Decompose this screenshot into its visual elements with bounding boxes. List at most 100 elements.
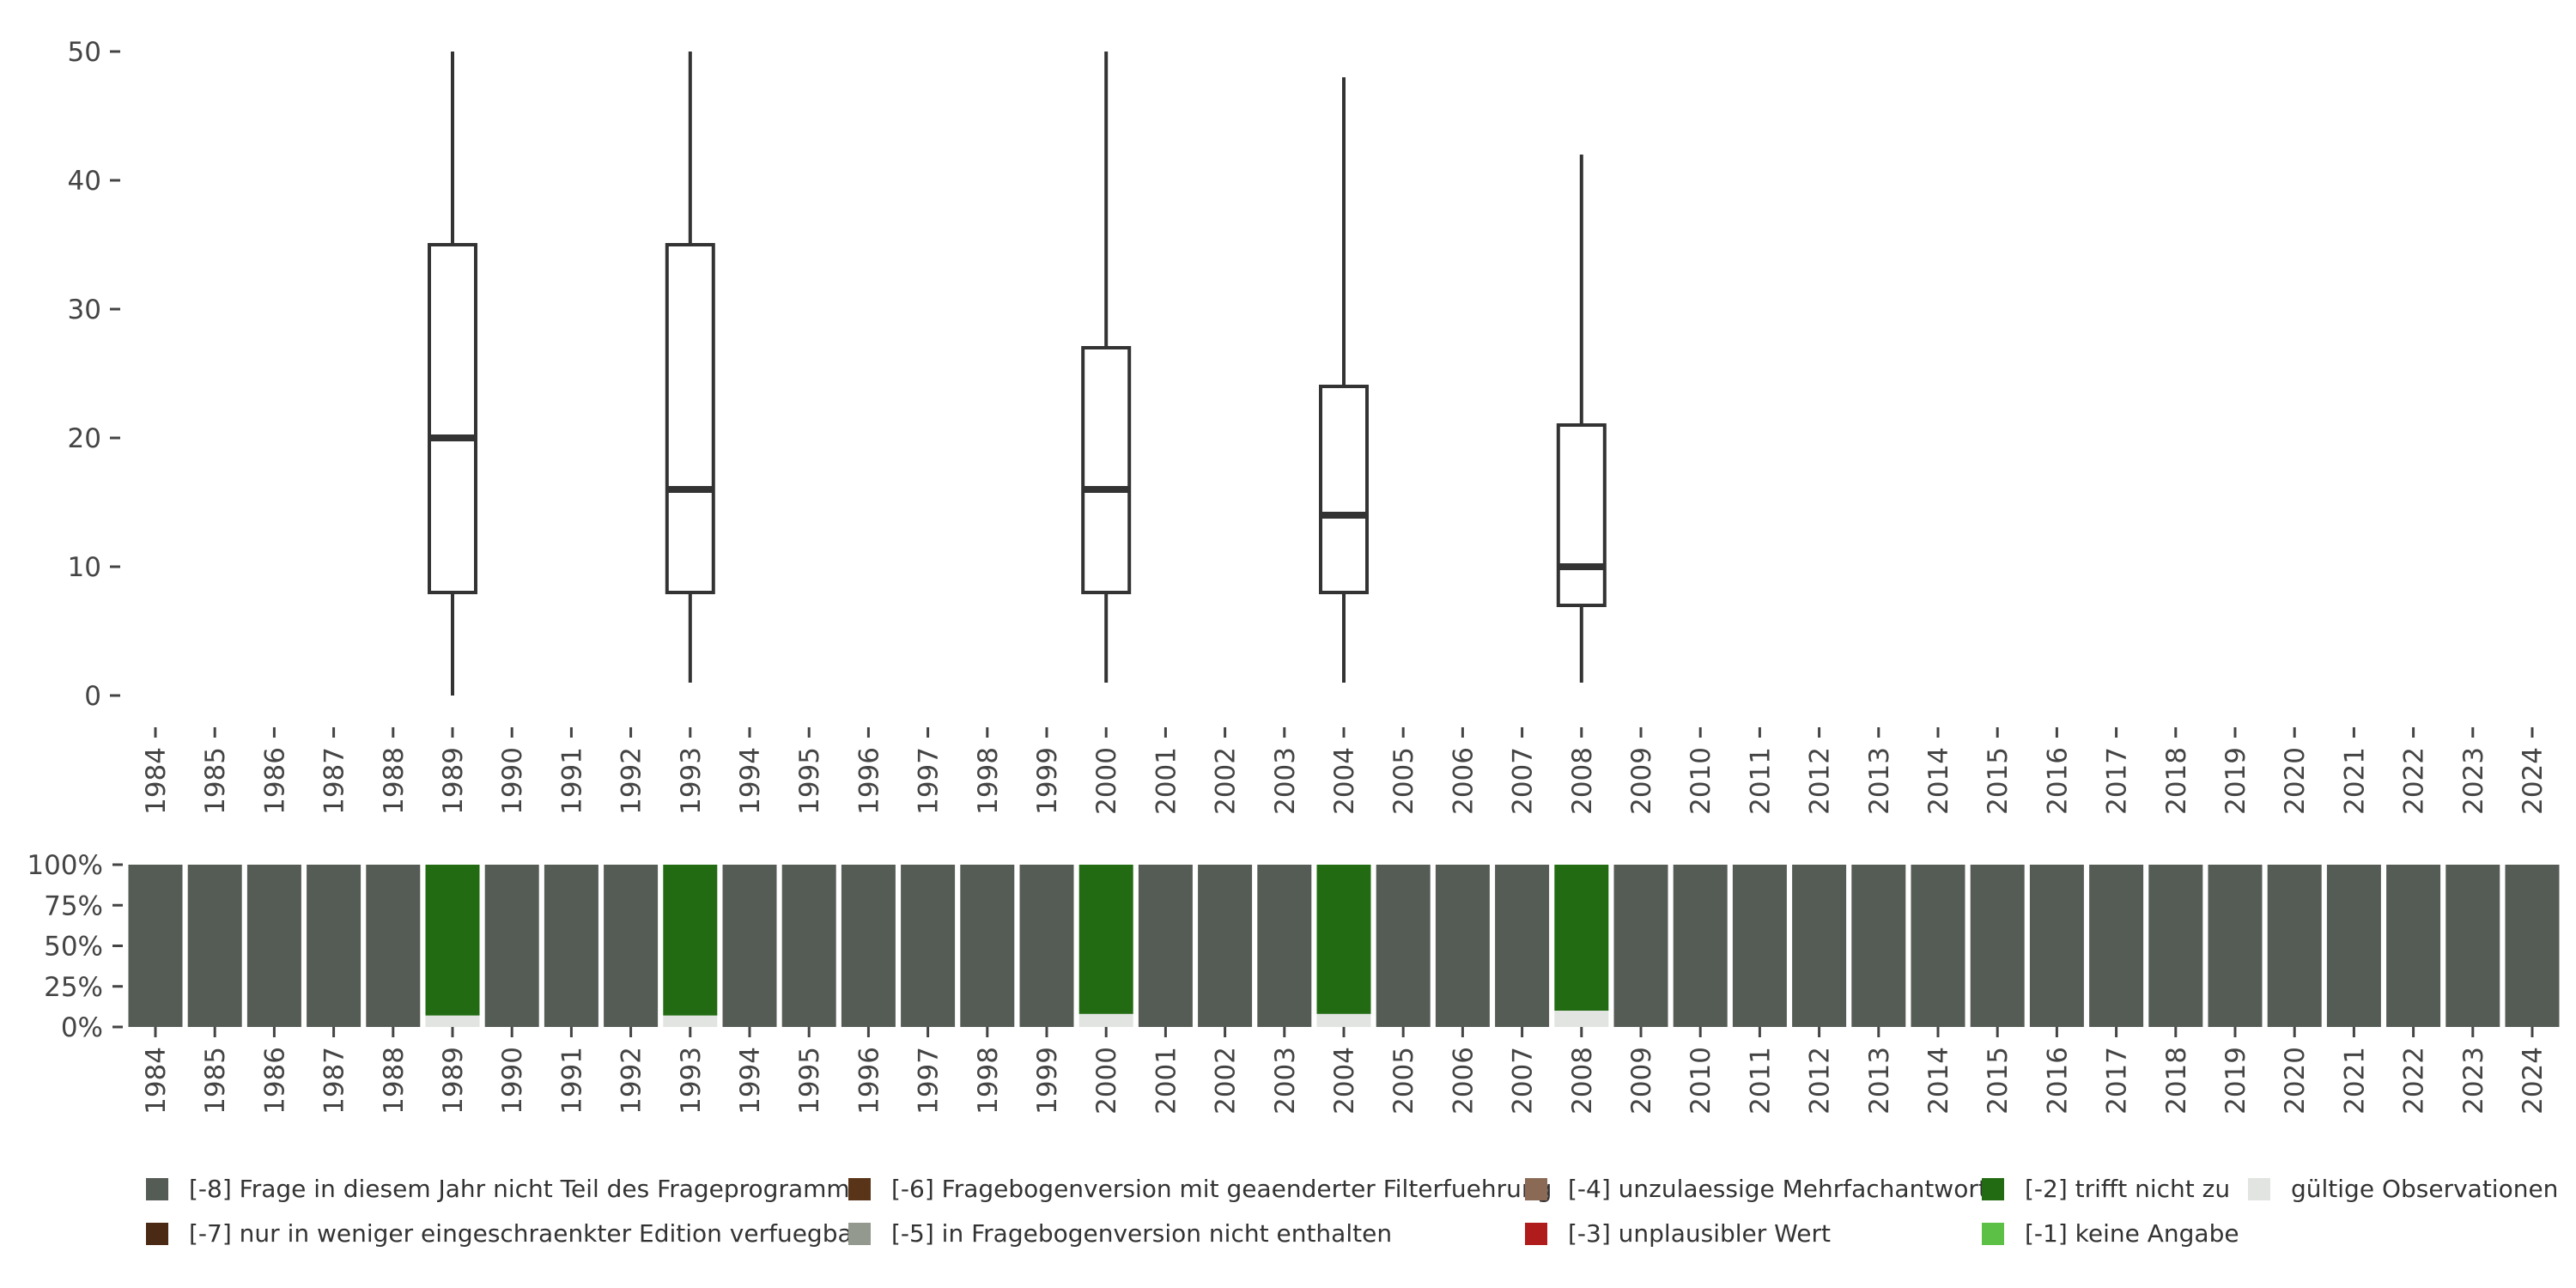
bar-1988 (366, 865, 421, 1027)
box-iqr (1556, 423, 1607, 607)
x-tick-label: 2007 (1508, 747, 1539, 815)
x-tick-label: 2013 (1864, 747, 1895, 815)
legend-item: [-7] nur in weniger eingeschraenkter Edi… (146, 1219, 862, 1248)
bar-2023 (2445, 865, 2500, 1027)
box-iqr (1319, 385, 1369, 594)
bar-2019 (2208, 865, 2263, 1027)
segment-nicht-im-frageprogramm (1732, 865, 1787, 1027)
x-tick-label: 1999 (1032, 1047, 1063, 1115)
y-tick-label: 25% (44, 972, 103, 1003)
bar-2011 (1732, 865, 1787, 1027)
x-tick-label: 2008 (1567, 747, 1598, 815)
x-tick-label: 2020 (2280, 1047, 2311, 1115)
segment-nicht-im-frageprogramm (187, 865, 242, 1027)
legend-swatch (848, 1222, 871, 1245)
legend-label: [-2] trifft nicht zu (2025, 1175, 2231, 1203)
x-tick-label: 1991 (556, 1047, 587, 1115)
bar-2015 (1970, 865, 2025, 1027)
y-tick-label: 30 (68, 295, 101, 325)
bar-1992 (604, 865, 659, 1027)
bar-1984 (128, 865, 183, 1027)
segment-nicht-im-frageprogramm (1970, 865, 2025, 1027)
bar-2005 (1376, 865, 1431, 1027)
x-tick-label: 2008 (1567, 1047, 1598, 1115)
x-tick-label: 2017 (2102, 747, 2133, 815)
x-tick-label: 2005 (1388, 1047, 1419, 1115)
x-tick-label: 2016 (2042, 1047, 2073, 1115)
x-tick-label: 2004 (1329, 747, 1360, 815)
x-tick-label: 2010 (1686, 747, 1716, 815)
segment-nicht-im-frageprogramm (604, 865, 659, 1027)
x-tick-label: 2002 (1211, 747, 1242, 815)
x-tick-label: 1988 (379, 1047, 410, 1115)
x-tick-label: 2004 (1329, 1047, 1360, 1115)
x-tick-label: 2022 (2399, 747, 2430, 815)
x-tick-label: 2021 (2339, 747, 2370, 815)
x-tick-label: 1992 (617, 1047, 647, 1115)
y-tick-label: 0 (84, 681, 101, 712)
box-2008 (1556, 155, 1607, 683)
segment-nicht-im-frageprogramm (544, 865, 598, 1027)
segment-nicht-im-frageprogramm (1851, 865, 1906, 1027)
x-tick-label: 1987 (319, 1047, 350, 1115)
x-tick-label: 2016 (2042, 747, 2073, 815)
segment-nicht-im-frageprogramm (901, 865, 956, 1027)
segment-nicht-im-frageprogramm (1435, 865, 1490, 1027)
bar-2021 (2326, 865, 2381, 1027)
segment-nicht-im-frageprogramm (2148, 865, 2203, 1027)
x-tick-label: 2007 (1508, 1047, 1539, 1115)
x-tick-label: 1992 (617, 747, 647, 815)
segment-nicht-im-frageprogramm (960, 865, 1015, 1027)
legend-item: [-6] Fragebogenversion mit geaenderter F… (848, 1175, 1552, 1203)
legend-swatch (1982, 1222, 2004, 1245)
x-tick-label: 1999 (1032, 747, 1063, 815)
x-tick-label: 2019 (2221, 1047, 2251, 1115)
segment-nicht-im-frageprogramm (2208, 865, 2263, 1027)
bar-1987 (307, 865, 361, 1027)
segment-trifft-nicht-zu (1554, 865, 1609, 1012)
x-tick-label: 1984 (141, 1047, 172, 1115)
x-tick-label: 2015 (1983, 1047, 2014, 1115)
x-tick-label: 1989 (438, 747, 469, 815)
x-tick-label: 2006 (1448, 747, 1479, 815)
x-tick-label: 1985 (200, 747, 231, 815)
x-tick-label: 2003 (1270, 747, 1301, 815)
bar-2016 (2029, 865, 2084, 1027)
box-1993 (665, 52, 715, 683)
segment-nicht-im-frageprogramm (2267, 865, 2322, 1027)
segment-nicht-im-frageprogramm (1792, 865, 1847, 1027)
segment-nicht-im-frageprogramm (1019, 865, 1074, 1027)
legend-swatch (1982, 1177, 2004, 1200)
legend-item: [-4] unzulaessige Mehrfachantwort (1525, 1175, 1988, 1203)
segment-trifft-nicht-zu (425, 865, 480, 1016)
y-tick-label: 75% (44, 890, 103, 921)
x-tick-label: 1997 (914, 747, 945, 815)
bar-1997 (901, 865, 956, 1027)
box-iqr (665, 243, 715, 594)
x-tick-label: 2005 (1388, 747, 1419, 815)
x-tick-label: 2000 (1091, 747, 1122, 815)
y-tick-label: 100% (27, 850, 103, 881)
segment-trifft-nicht-zu (1316, 865, 1371, 1014)
x-tick-label: 1986 (259, 747, 290, 815)
segment-nicht-im-frageprogramm (1376, 865, 1431, 1027)
bar-2009 (1613, 865, 1668, 1027)
y-tick-label: 50 (68, 37, 101, 68)
y-tick-label: 0% (61, 1012, 103, 1043)
y-tick-label: 50% (44, 932, 103, 963)
segment-nicht-im-frageprogramm (366, 865, 421, 1027)
legend-label: [-7] nur in weniger eingeschraenkter Edi… (189, 1219, 863, 1248)
segment-nicht-im-frageprogramm (1495, 865, 1550, 1027)
segment-nicht-im-frageprogramm (2029, 865, 2084, 1027)
bar-2001 (1138, 865, 1193, 1027)
x-tick-label: 2017 (2102, 1047, 2133, 1115)
x-tick-label: 2024 (2518, 747, 2549, 815)
segment-nicht-im-frageprogramm (307, 865, 361, 1027)
legend-swatch (146, 1222, 168, 1245)
legend-label: [-1] keine Angabe (2025, 1219, 2239, 1248)
segment-nicht-im-frageprogramm (2089, 865, 2144, 1027)
legend-swatch (848, 1177, 871, 1200)
bar-1998 (960, 865, 1015, 1027)
x-tick-label: 2003 (1270, 1047, 1301, 1115)
legend-item: [-2] trifft nicht zu (1982, 1175, 2230, 1203)
